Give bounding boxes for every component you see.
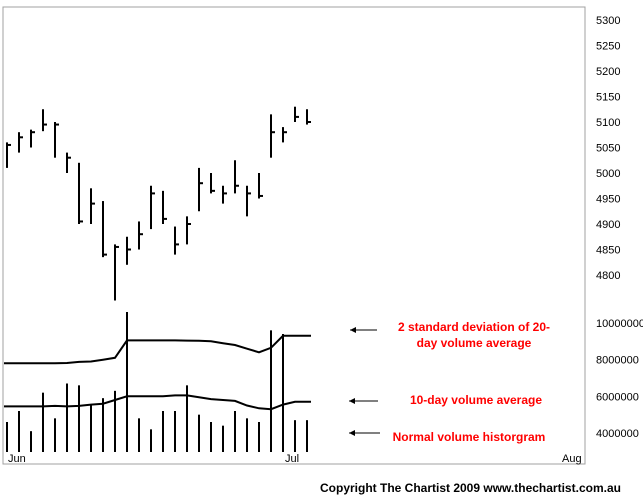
- average-line: [4, 394, 311, 411]
- price-bar: [6, 142, 11, 168]
- price-bar: [102, 201, 107, 258]
- price-bar: [150, 185, 155, 230]
- price-tick-label: 4900: [596, 219, 620, 231]
- price-bar: [66, 152, 71, 173]
- price-bar: [198, 167, 203, 212]
- price-bar: [174, 226, 179, 255]
- price-tick-label: 5050: [596, 143, 620, 155]
- price-bar: [138, 221, 143, 250]
- volume-lines: [4, 334, 311, 411]
- price-tick-label: 4950: [596, 194, 620, 206]
- price-bar: [90, 188, 95, 224]
- x-tick-label: Jul: [285, 453, 299, 465]
- arrow-head-icon: [350, 327, 356, 333]
- volume-tick-label: 8000000: [596, 355, 639, 367]
- price-bar: [270, 114, 275, 158]
- price-bar: [114, 244, 119, 301]
- volume-y-ticks: 10000000 8000000 6000000 4000000: [596, 318, 643, 440]
- price-tick-label: 5000: [596, 168, 620, 180]
- copyright: Copyright The Chartist 2009 www.thechart…: [320, 481, 621, 495]
- price-y-ticks: 5300 5250 5200 5150 5100 5050 5000 4950 4900 4850…: [596, 15, 620, 282]
- x-ticks: Jun Jul Aug: [8, 453, 582, 465]
- volume-tick-label: 4000000: [596, 428, 639, 440]
- x-tick-label: Aug: [562, 453, 582, 465]
- price-bar: [234, 160, 239, 194]
- price-bar: [210, 173, 215, 194]
- price-tick-label: 4800: [596, 270, 620, 282]
- annotation-histogram-text: Normal volume historgram: [393, 430, 546, 444]
- price-bar: [306, 109, 311, 125]
- price-bar: [126, 236, 131, 265]
- price-bar: [54, 122, 59, 158]
- price-tick-label: 5100: [596, 117, 620, 129]
- arrow-head-icon: [349, 430, 355, 436]
- volume-tick-label: 6000000: [596, 391, 639, 403]
- annotation-upper-band: 2 standard deviation of 20- day volume a…: [350, 320, 550, 350]
- volume-bars: [6, 312, 308, 452]
- price-tick-label: 4850: [596, 245, 620, 257]
- annotation-histogram: Normal volume historgram: [349, 430, 545, 444]
- annotation-avg-line: 10-day volume average: [349, 393, 542, 407]
- volume-tick-label: 10000000: [596, 318, 643, 330]
- price-bar: [222, 185, 227, 204]
- annotation-upper-band-line1: 2 standard deviation of 20-: [398, 320, 550, 334]
- x-tick-label: Jun: [8, 453, 26, 465]
- price-bar: [78, 162, 83, 224]
- annotation-avg-line-text: 10-day volume average: [410, 393, 542, 407]
- price-bar: [186, 216, 191, 245]
- price-bar: [42, 109, 47, 132]
- price-tick-label: 5150: [596, 92, 620, 104]
- arrow-head-icon: [349, 398, 355, 404]
- price-bar: [30, 129, 35, 148]
- chart-frame: [2, 6, 586, 465]
- price-tick-label: 5250: [596, 41, 620, 53]
- price-bar: [294, 106, 299, 122]
- price-bar: [282, 127, 287, 143]
- annotation-upper-band-line2: day volume average: [417, 336, 532, 350]
- price-bar: [162, 190, 167, 224]
- price-tick-label: 5300: [596, 15, 620, 27]
- price-bar: [18, 132, 23, 153]
- price-tick-label: 5200: [596, 66, 620, 78]
- upper-band-line: [4, 334, 311, 365]
- price-bar: [246, 185, 251, 217]
- price-bar: [258, 173, 263, 199]
- price-bars: [6, 106, 311, 301]
